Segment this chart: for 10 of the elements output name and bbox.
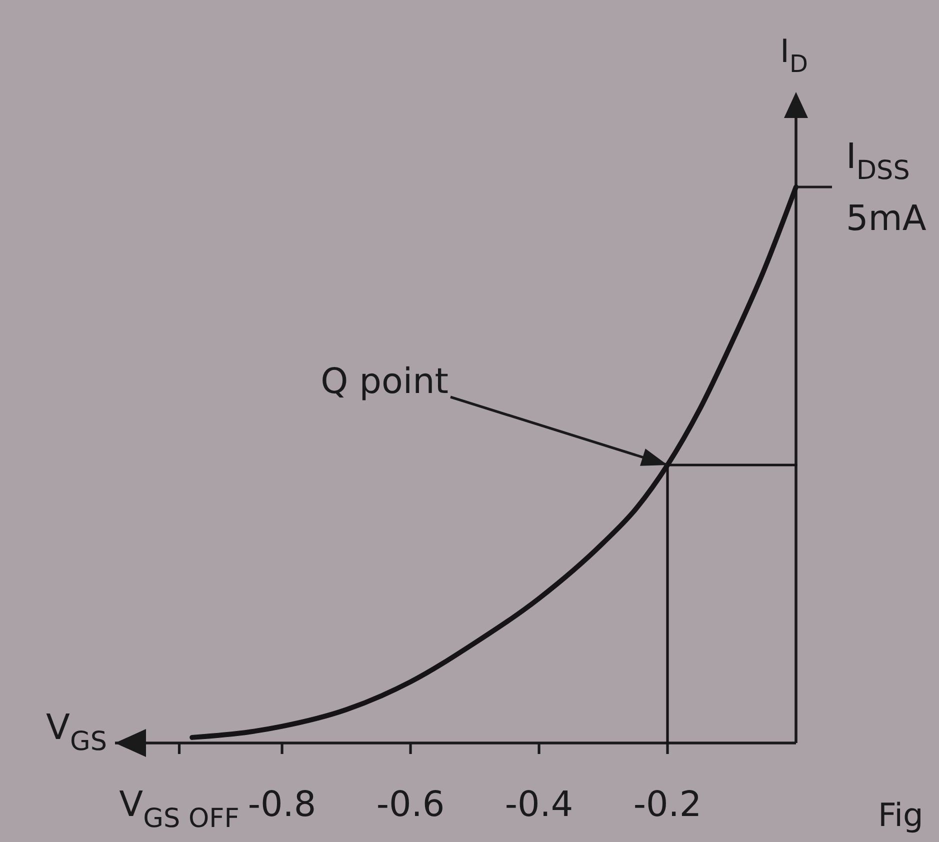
annotation: Q point [320, 362, 449, 402]
x-tick-label: V$_{GS OFF}$ [119, 785, 240, 834]
x-tick-label: -0.8 [248, 785, 316, 825]
text: Fig [878, 796, 924, 834]
x-axis-title: V$_{GS}$ [46, 708, 107, 758]
x-tick-label: -0.2 [633, 785, 702, 825]
x-tick-label: -0.4 [504, 785, 574, 825]
y-axis-title: I$_{D}$ [780, 32, 808, 78]
x-tick-label: -0.6 [376, 785, 445, 825]
annotation: I$_{DSS}$ 5mA [846, 137, 926, 239]
